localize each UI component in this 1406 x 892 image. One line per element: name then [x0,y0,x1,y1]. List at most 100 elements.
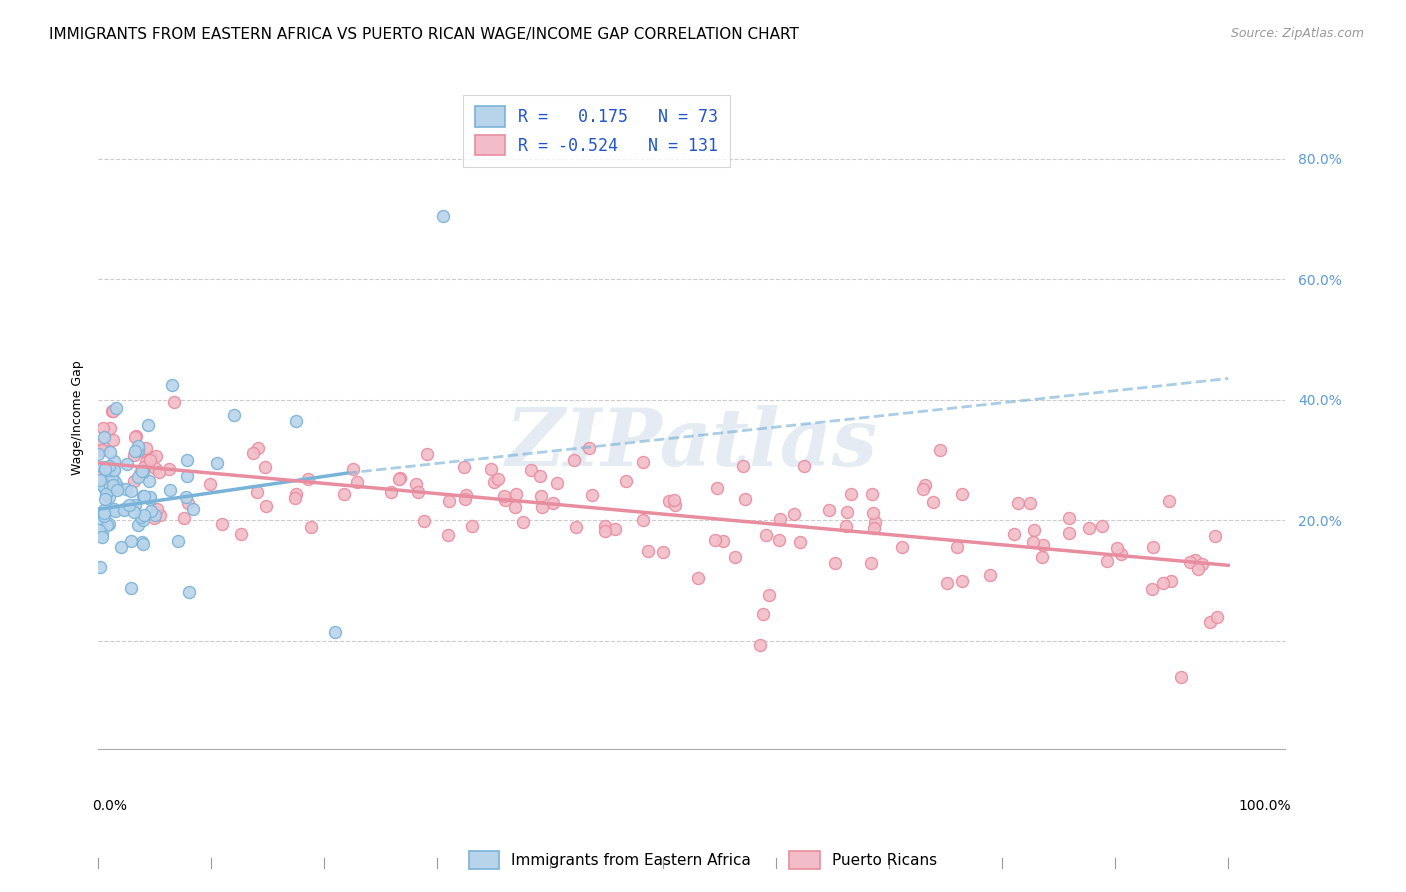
Point [733,458,755,473]
Point [658,493,681,508]
Point [129,467,152,481]
Point [860,486,883,500]
Point [91,443,114,458]
Point [346,475,368,490]
Point [115,482,138,496]
Point [93,508,115,523]
Point [177,585,200,599]
Point [91,459,114,474]
Point [122,475,145,489]
Point [131,534,153,549]
Text: ZIPatlas: ZIPatlas [505,406,877,483]
Point [93,430,115,444]
Point [132,537,155,551]
Point [100,421,122,435]
Point [505,486,527,500]
Point [100,470,122,484]
Point [389,471,412,485]
Point [1105,541,1128,555]
Point [139,490,162,504]
Point [768,533,790,547]
Point [724,549,747,564]
Point [176,469,198,483]
Point [1090,518,1112,533]
Point [90,526,112,541]
Point [1152,576,1174,591]
Point [176,453,198,467]
Point [94,483,117,497]
Point [1170,669,1192,683]
Point [132,465,155,479]
Point [136,417,159,432]
Point [578,442,600,456]
Point [101,404,124,418]
Point [541,496,564,510]
Point [1007,496,1029,510]
Point [503,500,526,515]
Point [769,512,792,526]
Point [132,508,155,522]
Point [93,503,115,517]
Point [139,450,162,464]
Point [1178,555,1201,569]
Y-axis label: Wage/Income Gap: Wage/Income Gap [72,360,84,475]
Point [122,505,145,519]
Point [253,460,276,475]
Point [246,484,269,499]
Point [818,503,841,517]
Point [749,638,772,652]
Point [149,508,172,522]
Point [299,519,322,533]
Text: 0.0%: 0.0% [93,798,127,813]
Point [87,447,110,461]
Point [1159,493,1181,508]
Point [1142,541,1164,555]
Point [711,534,734,549]
Point [159,483,181,497]
Point [631,455,654,469]
Point [325,624,347,639]
Point [97,482,120,496]
Point [1057,511,1080,525]
Point [138,474,160,488]
Point [89,560,111,574]
Point [461,519,484,533]
Point [254,499,277,513]
Point [91,435,114,450]
Point [686,571,709,585]
Point [135,442,157,456]
Point [110,540,132,554]
Point [703,533,725,547]
Point [118,498,141,512]
Point [98,477,121,491]
Point [863,521,886,535]
Point [211,516,233,531]
Point [146,502,169,516]
Point [652,545,675,559]
Point [1077,521,1099,535]
Point [950,574,973,589]
Point [96,517,118,532]
Point [177,495,200,509]
Point [865,515,887,529]
Point [862,506,884,520]
Point [104,475,127,490]
Point [1031,550,1053,565]
Point [101,470,124,484]
Point [839,487,862,501]
Point [103,502,125,516]
Point [98,444,121,458]
Point [453,460,475,475]
Point [1184,552,1206,566]
Point [167,534,190,549]
Point [139,491,162,506]
Point [492,489,515,503]
Point [90,530,112,544]
Point [1019,496,1042,510]
Point [405,476,427,491]
Point [531,500,554,514]
Point [90,512,112,526]
Point [593,524,616,539]
Point [1206,610,1229,624]
Point [530,489,553,503]
